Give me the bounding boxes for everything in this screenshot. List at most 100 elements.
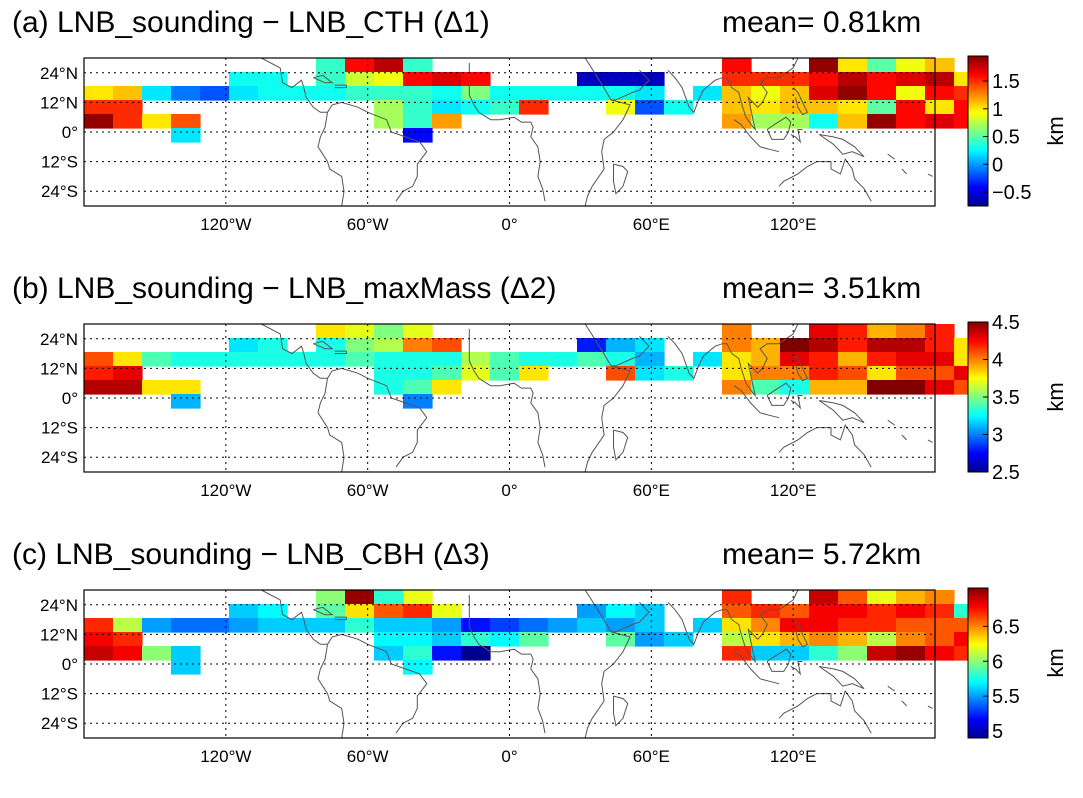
grid-cell <box>84 100 114 115</box>
lon-tick-label: 120°W <box>200 215 251 234</box>
grid-cell <box>461 646 491 661</box>
coastline <box>468 62 546 202</box>
grid-cell <box>374 618 404 633</box>
grid-cell <box>577 352 607 367</box>
coastline <box>327 101 428 202</box>
grid-cell <box>809 338 839 353</box>
grid-cell <box>838 366 868 381</box>
grid-cell <box>606 618 636 633</box>
grid-cell <box>200 352 230 367</box>
colorbar-unit: km <box>1043 382 1068 412</box>
grid-cell <box>606 72 636 87</box>
grid-cell <box>519 100 549 115</box>
grid-cell <box>142 114 172 129</box>
grid-cell <box>432 632 462 647</box>
grid-cell <box>577 618 607 633</box>
grid-cell <box>287 352 317 367</box>
grid-cell <box>838 324 868 339</box>
grid-cell <box>925 604 955 619</box>
grid-cell <box>374 58 404 73</box>
grid-cell <box>780 632 810 647</box>
grid-cell <box>867 352 897 367</box>
grid-cell <box>925 58 955 73</box>
grid-cell <box>113 632 143 647</box>
grid-cell <box>896 646 926 661</box>
grid-cell <box>461 618 491 633</box>
grid-cell <box>374 100 404 115</box>
grid-cell <box>403 338 433 353</box>
coastline <box>818 134 865 158</box>
grid-cell <box>780 100 810 115</box>
grid-cell <box>722 86 752 101</box>
grid-cell <box>780 352 810 367</box>
grid-cell <box>664 632 694 647</box>
grid-cell <box>693 352 723 367</box>
grid-cell <box>403 100 433 115</box>
grid-cell <box>809 380 839 395</box>
grid-cell <box>403 58 433 73</box>
lon-tick-label: 120°E <box>770 215 817 234</box>
grid-cell <box>751 86 781 101</box>
grid-cell <box>519 352 549 367</box>
grid-cell <box>722 604 752 619</box>
grid-cell <box>490 100 520 115</box>
grid-cell <box>258 72 288 87</box>
grid-cell <box>432 100 462 115</box>
grid-cell <box>693 86 723 101</box>
grid-cell <box>606 338 636 353</box>
grid-cell <box>751 618 781 633</box>
grid-cell <box>809 590 839 605</box>
grid-cell <box>664 100 694 115</box>
lat-tick-label: 0° <box>62 123 78 142</box>
grid-cell <box>577 338 607 353</box>
grid-cell <box>403 618 433 633</box>
coastline <box>261 323 328 379</box>
grid-cell <box>403 366 433 381</box>
grid-cell <box>345 86 375 101</box>
grid-cell <box>113 618 143 633</box>
grid-cell <box>809 352 839 367</box>
grid-cell <box>403 380 433 395</box>
grid-cell <box>809 618 839 633</box>
grid-cell <box>490 366 520 381</box>
colorbar-tick-label: 3.5 <box>992 387 1020 409</box>
grid-cell <box>229 86 259 101</box>
grid-cell <box>867 604 897 619</box>
grid-cell <box>84 632 114 647</box>
grid-cell <box>403 604 433 619</box>
grid-cell <box>925 72 955 87</box>
map-plot: 24°N 12°N 0° 12°S 24°S 120°W 60°W 0° 60°E 120°E 4.… <box>40 312 1020 500</box>
grid-cell <box>925 618 955 633</box>
coastline <box>317 644 345 739</box>
grid-cell <box>925 338 955 353</box>
grid-cell <box>432 72 462 87</box>
coastline <box>667 589 799 664</box>
panel-mean: mean= 3.51km <box>722 272 922 305</box>
grid-cell <box>403 128 433 143</box>
grid-cell <box>606 86 636 101</box>
coastline <box>313 606 334 616</box>
grid-cell <box>258 352 288 367</box>
grid-cell <box>838 100 868 115</box>
grid-cell <box>867 338 897 353</box>
grid-cell <box>606 352 636 367</box>
coastline <box>611 69 650 101</box>
lon-tick-label: 60°E <box>633 215 670 234</box>
grid-cell <box>171 394 201 409</box>
grid-cell <box>142 646 172 661</box>
lat-tick-label: 12°N <box>40 359 78 378</box>
coastline <box>901 168 907 175</box>
coastline <box>766 648 792 672</box>
coastline <box>334 84 347 89</box>
grid-cell <box>432 618 462 633</box>
grid-cell <box>316 86 346 101</box>
coastline <box>313 340 334 350</box>
grid-cell <box>374 366 404 381</box>
grid-cell <box>867 380 897 395</box>
coastline <box>334 616 347 621</box>
colorbar-tick-label: 2.5 <box>992 462 1020 484</box>
coastline <box>468 328 546 468</box>
grid-cell <box>925 590 955 605</box>
grid-cell <box>374 604 404 619</box>
grid-cell <box>780 604 810 619</box>
